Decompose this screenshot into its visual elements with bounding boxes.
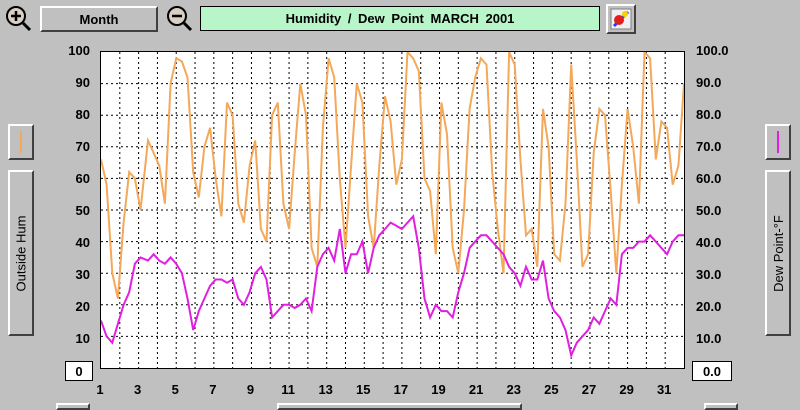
scroll-right-button[interactable] [704, 403, 738, 410]
x-tick-label: 27 [581, 382, 597, 397]
zoom-in-icon [6, 6, 32, 32]
x-tick-label: 7 [209, 382, 217, 397]
zoom-in-button[interactable] [4, 4, 32, 32]
plot-area [100, 49, 685, 369]
chart-svg [100, 49, 685, 368]
right-axis-name: Dew Point-°F [770, 214, 786, 292]
eraser-brush-icon [610, 8, 632, 30]
right-tick: 30.0 [696, 267, 722, 282]
chart-title-text: Humidity / Dew Point MARCH 2001 [285, 11, 515, 26]
x-tick-label: 15 [356, 382, 371, 397]
left-axis-name: Outside Hum [13, 215, 29, 291]
scrollbar-thumb[interactable] [277, 403, 522, 410]
x-tick-label: 1 [96, 382, 104, 397]
right-axis-tab[interactable]: Dew Point-°F [765, 170, 791, 336]
right-tick: 90.0 [696, 75, 722, 90]
left-tick: 70 [75, 139, 90, 154]
left-series-swatch[interactable] [8, 124, 34, 160]
left-axis-tab[interactable]: Outside Hum [8, 170, 34, 336]
period-label: Month [79, 11, 119, 27]
x-tick-label: 13 [318, 382, 333, 397]
x-tick-label: 31 [656, 382, 672, 397]
right-series-swatch[interactable] [765, 124, 791, 160]
right-tick: 20.0 [696, 299, 722, 314]
right-tick: 40.0 [696, 235, 722, 250]
clear-button[interactable] [606, 4, 636, 34]
left-tick: 20 [75, 299, 90, 314]
left-tick: 50 [75, 203, 90, 218]
left-swatch-line [20, 131, 22, 153]
x-tick-label: 17 [393, 382, 409, 397]
left-tick: 80 [75, 107, 90, 122]
right-tick: 80.0 [696, 107, 722, 122]
x-tick-label: 19 [431, 382, 446, 397]
x-tick-label: 29 [619, 382, 634, 397]
left-tick: 30 [75, 267, 90, 282]
right-tick: 50.0 [696, 203, 722, 218]
humidity-series-line [100, 49, 685, 299]
right-zero-tick: 0.0 [692, 361, 732, 381]
zoom-out-icon [167, 6, 193, 32]
left-tick: 40 [75, 235, 90, 250]
right-tick: 10.0 [696, 331, 722, 346]
right-tick: 60.0 [696, 171, 722, 186]
zoom-out-button[interactable] [165, 4, 193, 32]
period-button[interactable]: Month [40, 6, 158, 32]
x-tick-label: 5 [171, 382, 179, 397]
x-tick-label: 11 [281, 382, 295, 397]
chart-title: Humidity / Dew Point MARCH 2001 [200, 6, 600, 31]
x-tick-label: 25 [544, 382, 559, 397]
left-tick: 100 [68, 43, 90, 58]
x-tick-label: 21 [468, 382, 484, 397]
scroll-left-button[interactable] [56, 403, 90, 410]
dewpoint-series-line [100, 214, 684, 359]
right-swatch-line [777, 131, 779, 153]
x-tick-label: 3 [133, 382, 142, 397]
left-tick: 10 [75, 331, 90, 346]
right-tick: 70.0 [696, 139, 722, 154]
x-tick-label: 9 [246, 382, 255, 397]
x-tick-label: 23 [506, 382, 521, 397]
left-tick: 90 [75, 75, 90, 90]
left-tick: 60 [75, 171, 90, 186]
left-zero-tick: 0 [65, 361, 93, 381]
right-tick: 100.0 [696, 43, 729, 58]
